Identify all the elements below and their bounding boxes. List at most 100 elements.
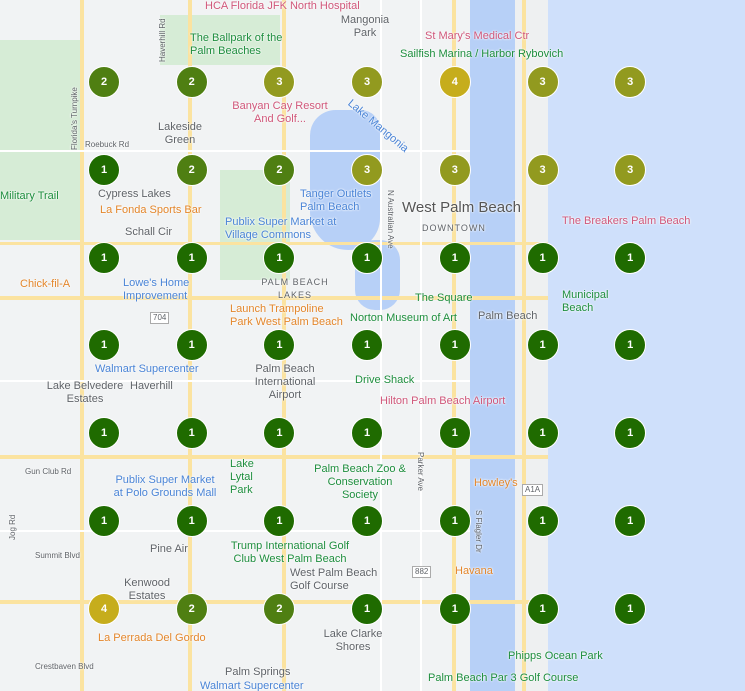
map-label: Gun Club Rd xyxy=(25,467,72,476)
map-label[interactable]: Tanger Outlets Palm Beach xyxy=(300,188,372,213)
road xyxy=(522,0,526,691)
cluster-marker[interactable]: 3 xyxy=(526,153,559,186)
map-label: N Australian Ave xyxy=(386,190,395,249)
cluster-marker[interactable]: 1 xyxy=(351,241,384,274)
map-label[interactable]: Howley's xyxy=(474,477,518,489)
cluster-marker[interactable]: 3 xyxy=(263,66,296,98)
cluster-marker[interactable]: 1 xyxy=(614,417,647,450)
cluster-marker[interactable]: 3 xyxy=(526,66,559,98)
cluster-marker[interactable]: 1 xyxy=(526,505,559,537)
map-label[interactable]: The Square xyxy=(415,292,473,304)
road xyxy=(80,0,84,691)
cluster-marker[interactable]: 1 xyxy=(526,241,559,274)
street xyxy=(420,0,422,691)
cluster-marker[interactable]: 1 xyxy=(614,241,647,274)
cluster-marker[interactable]: 1 xyxy=(438,241,471,274)
lake-worth-lagoon xyxy=(470,0,515,691)
map-label[interactable]: HCA Florida JFK North Hospital xyxy=(205,0,360,12)
cluster-marker[interactable]: 1 xyxy=(438,417,471,450)
map-label[interactable]: Phipps Ocean Park xyxy=(508,650,603,662)
map-label: Haverhill xyxy=(130,380,173,392)
map-label[interactable]: Drive Shack xyxy=(355,374,415,386)
cluster-marker[interactable]: 3 xyxy=(351,153,384,186)
cluster-marker[interactable]: 1 xyxy=(88,153,120,186)
cluster-marker[interactable]: 4 xyxy=(438,66,471,98)
cluster-marker[interactable]: 1 xyxy=(526,417,559,450)
cluster-marker[interactable]: 2 xyxy=(88,66,120,98)
cluster-marker[interactable]: 1 xyxy=(263,329,296,362)
map-label[interactable]: Palm Beach Zoo & Conservation Society xyxy=(314,463,406,501)
cluster-marker[interactable]: 1 xyxy=(526,592,559,625)
map-label: Mangonia Park xyxy=(340,14,390,39)
map-label[interactable]: The Breakers Palm Beach xyxy=(562,215,691,227)
map-label[interactable]: Sailfish Marina / Harbor Rybovich xyxy=(400,48,564,60)
cluster-marker[interactable]: 1 xyxy=(175,241,208,274)
map-label: Cypress Lakes xyxy=(98,188,171,200)
map-label: Summit Blvd xyxy=(35,551,80,560)
map-label[interactable]: Walmart Supercenter xyxy=(200,680,304,691)
cluster-marker[interactable]: 1 xyxy=(88,329,120,362)
cluster-marker[interactable]: 1 xyxy=(175,505,208,537)
map-label[interactable]: Publix Super Market at Polo Grounds Mall xyxy=(113,474,217,499)
cluster-marker[interactable]: 1 xyxy=(175,417,208,450)
cluster-marker[interactable]: 1 xyxy=(263,417,296,450)
map-label[interactable]: La Perrada Del Gordo xyxy=(98,632,206,644)
cluster-marker[interactable]: 2 xyxy=(263,592,296,625)
map-label: Florida's Turnpike xyxy=(70,87,79,150)
map-label: PALM BEACH LAKES xyxy=(261,277,329,300)
map-label[interactable]: Publix Super Market at Village Commons xyxy=(225,216,337,241)
map-label: West Palm Beach xyxy=(402,199,521,216)
cluster-marker[interactable]: 1 xyxy=(351,505,384,537)
map-label[interactable]: Palm Beach Par 3 Golf Course xyxy=(428,672,579,684)
cluster-marker[interactable]: 1 xyxy=(526,329,559,362)
map-label: Military Trail xyxy=(0,190,59,202)
map-label: Lakeside Green xyxy=(157,121,203,146)
map-label[interactable]: Lowe's Home Improvement xyxy=(123,277,190,302)
map-label[interactable]: Trump International Golf Club West Palm … xyxy=(230,540,350,565)
cluster-marker[interactable]: 1 xyxy=(351,417,384,450)
cluster-marker[interactable]: 1 xyxy=(351,329,384,362)
cluster-marker[interactable]: 1 xyxy=(88,417,120,450)
map-label[interactable]: St Mary's Medical Ctr xyxy=(425,30,530,42)
cluster-marker[interactable]: 3 xyxy=(614,66,647,98)
map-label[interactable]: Launch Trampoline Park West Palm Beach xyxy=(230,303,343,328)
cluster-marker[interactable]: 3 xyxy=(351,66,384,98)
cluster-marker[interactable]: 3 xyxy=(614,153,647,186)
cluster-marker[interactable]: 1 xyxy=(614,329,647,362)
cluster-marker[interactable]: 1 xyxy=(351,592,384,625)
map-label[interactable]: Hilton Palm Beach Airport xyxy=(380,395,506,407)
cluster-marker[interactable]: 1 xyxy=(614,592,647,625)
cluster-marker[interactable]: 1 xyxy=(88,241,120,274)
map-label: Jog Rd xyxy=(8,514,17,540)
map-label: Parker Ave xyxy=(416,452,425,491)
cluster-marker[interactable]: 1 xyxy=(438,592,471,625)
cluster-marker[interactable]: 1 xyxy=(88,505,120,537)
map-label: Pine Air xyxy=(150,543,188,555)
map-label[interactable]: Banyan Cay Resort And Golf... xyxy=(232,100,328,125)
cluster-marker[interactable]: 1 xyxy=(263,241,296,274)
map-label[interactable]: Municipal Beach xyxy=(562,289,609,314)
cluster-marker[interactable]: 2 xyxy=(175,153,208,186)
map-label[interactable]: Norton Museum of Art xyxy=(350,312,457,324)
map-label: Haverhill Rd xyxy=(158,18,167,62)
cluster-marker[interactable]: 1 xyxy=(438,329,471,362)
cluster-marker[interactable]: 4 xyxy=(88,592,120,625)
cluster-marker[interactable]: 1 xyxy=(175,329,208,362)
cluster-marker[interactable]: 1 xyxy=(614,505,647,537)
map-label: Schall Cir xyxy=(125,226,173,238)
street xyxy=(0,150,470,152)
cluster-marker[interactable]: 2 xyxy=(175,592,208,625)
cluster-marker[interactable]: 1 xyxy=(263,505,296,537)
map-label[interactable]: Havana xyxy=(455,565,493,577)
cluster-marker[interactable]: 1 xyxy=(438,505,471,537)
cluster-marker[interactable]: 3 xyxy=(438,153,471,186)
map-label[interactable]: Chick-fil-A xyxy=(20,278,71,290)
map-label[interactable]: Lake Lytal Park xyxy=(230,458,254,496)
cluster-marker[interactable]: 2 xyxy=(175,66,208,98)
map-label[interactable]: Walmart Supercenter xyxy=(95,363,199,375)
map-label[interactable]: The Ballpark of the Palm Beaches xyxy=(190,32,283,57)
cluster-marker[interactable]: 2 xyxy=(263,153,296,186)
map-label[interactable]: La Fonda Sports Bar xyxy=(100,204,202,216)
route-shield: 704 xyxy=(150,312,170,324)
